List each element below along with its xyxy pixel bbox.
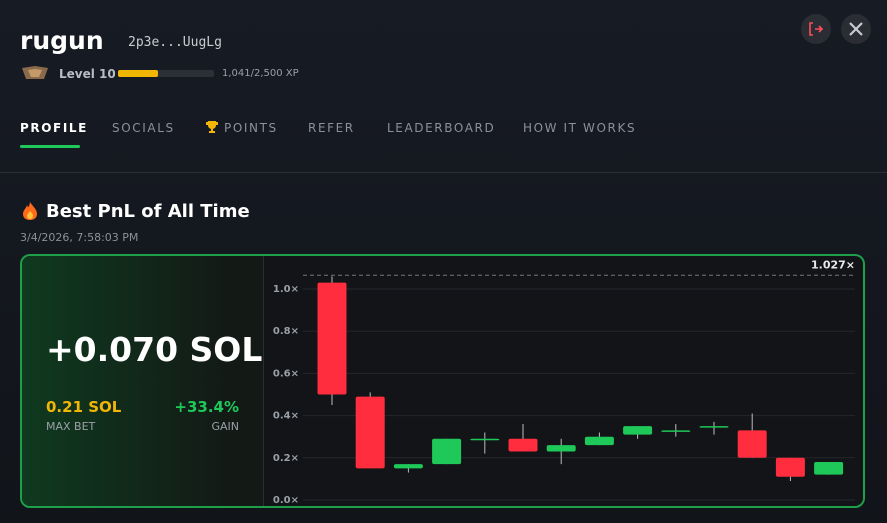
candle-body: [584, 436, 614, 446]
candle-body: [699, 426, 729, 428]
y-tick-label: 0.8×: [273, 326, 299, 337]
logout-button[interactable]: [801, 14, 831, 44]
close-button[interactable]: [841, 14, 871, 44]
tab[interactable]: POINTS: [224, 121, 278, 135]
candle-body: [393, 464, 423, 469]
xp-track: [118, 70, 214, 77]
pnl-card: +0.070 SOL 0.21 SOL MAX BET +33.4% GAIN: [20, 254, 865, 508]
max-bet-value: 0.21 SOL: [46, 398, 122, 416]
summary-panel: +0.070 SOL 0.21 SOL MAX BET +33.4% GAIN: [22, 256, 264, 506]
tab[interactable]: PROFILE: [20, 121, 88, 135]
divider: [0, 172, 887, 173]
candle-body: [355, 396, 385, 469]
max-bet-label: MAX BET: [46, 420, 96, 433]
candle-body: [546, 445, 576, 452]
candle-body: [470, 438, 500, 441]
y-tick-label: 0.4×: [273, 411, 299, 422]
wallet-address[interactable]: 2p3e...UugLg: [128, 35, 222, 50]
candle-body: [661, 430, 691, 432]
active-tab-indicator: [20, 145, 80, 148]
reference-label: 1.027×: [811, 258, 855, 271]
timestamp: 3/4/2026, 7:58:03 PM: [20, 231, 139, 244]
gain-label: GAIN: [211, 420, 239, 433]
chart: 0.0× 0.2× 0.4× 0.6× 0.8× 1.0× 1.027×: [273, 258, 855, 504]
tab[interactable]: LEADERBOARD: [387, 121, 496, 135]
pnl-value: +0.070 SOL: [46, 330, 263, 369]
y-tick-label: 0.6×: [273, 368, 299, 379]
y-tick-label: 0.2×: [273, 453, 299, 464]
tab[interactable]: HOW IT WORKS: [523, 121, 637, 135]
y-tick-label: 1.0×: [273, 284, 299, 295]
section-title: Best PnL of All Time: [46, 201, 250, 222]
candle-body: [775, 457, 805, 477]
trophy-icon: [205, 120, 219, 137]
y-tick-label: 0.0×: [273, 495, 299, 504]
candle-body: [317, 282, 347, 395]
candle-body: [737, 430, 767, 458]
candle-body: [508, 438, 538, 452]
tab[interactable]: REFER: [308, 121, 355, 135]
xp-label: 1,041/2,500 XP: [222, 68, 299, 79]
username: rugun: [20, 26, 104, 55]
tab[interactable]: SOCIALS: [112, 121, 175, 135]
xp-fill: [118, 70, 158, 77]
level: Level 10: [59, 67, 116, 81]
fire-icon: [23, 202, 37, 220]
rank-badge: [22, 66, 48, 79]
candle-body: [623, 426, 653, 435]
gain-value: +33.4%: [174, 398, 239, 416]
candle-body: [432, 438, 462, 465]
candle-body: [814, 462, 844, 475]
